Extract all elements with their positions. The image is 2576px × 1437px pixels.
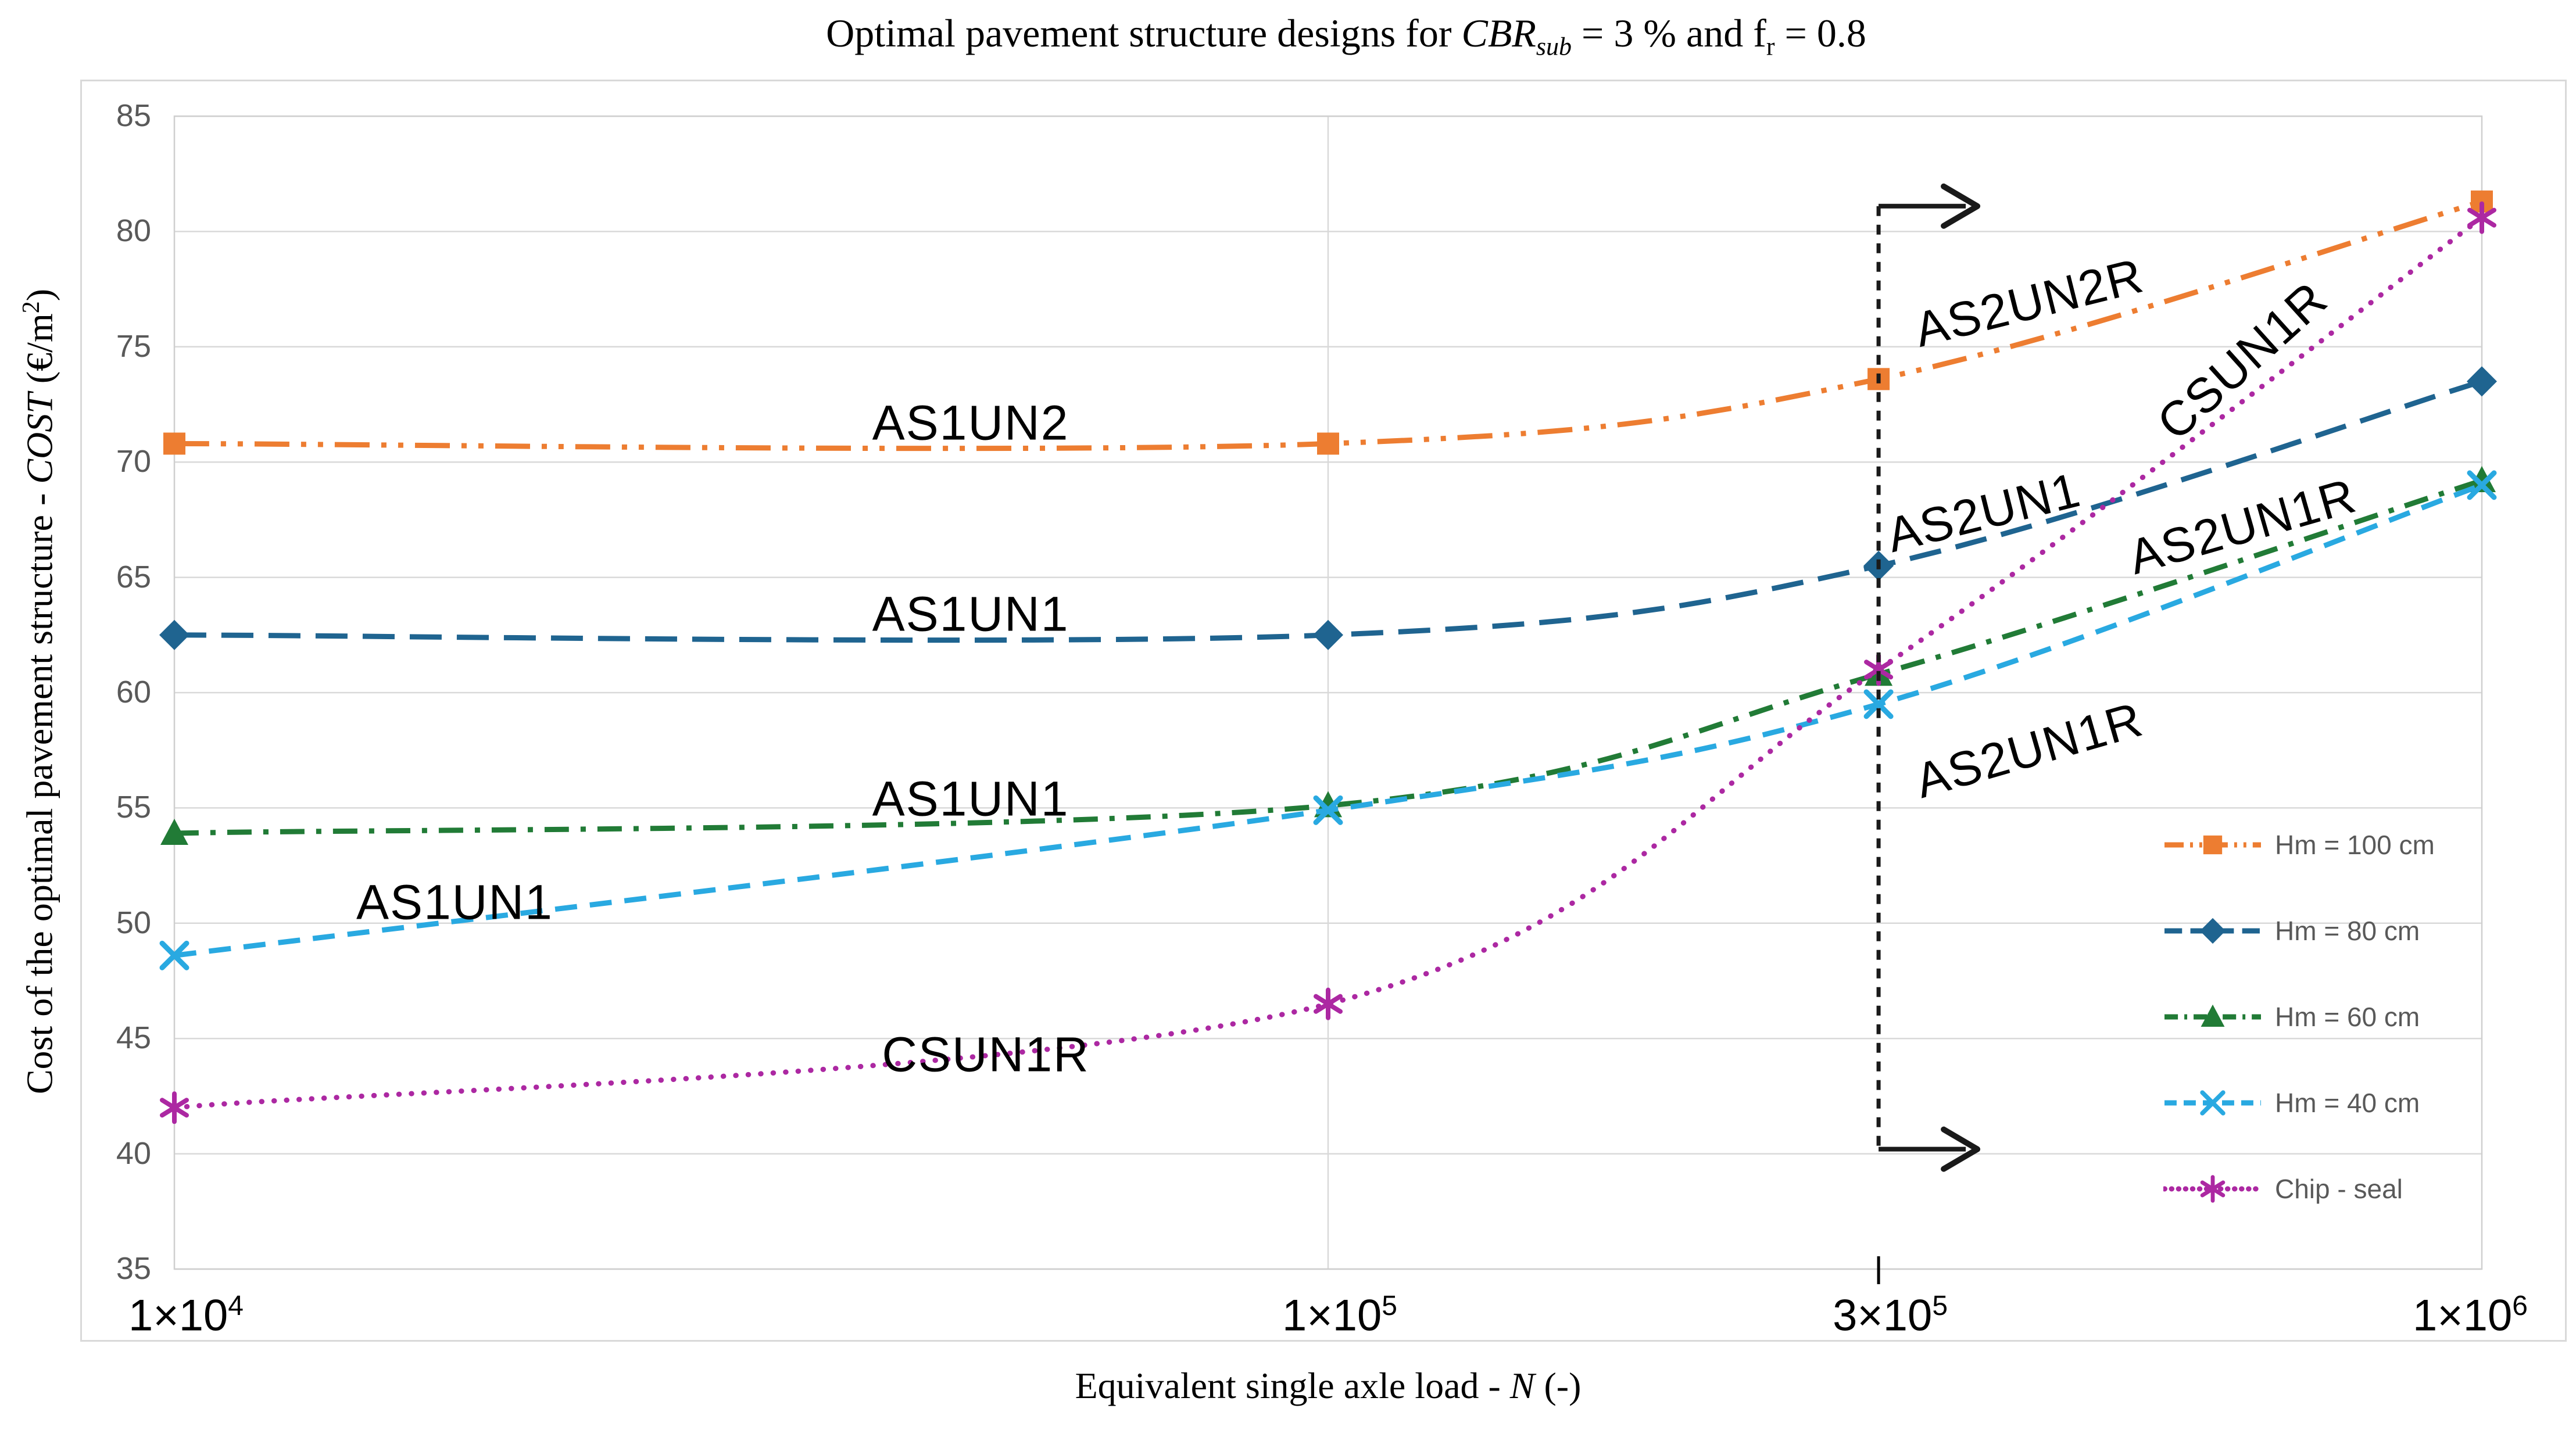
y-tick-60: 60 <box>116 675 151 709</box>
legend: Hm = 100 cm Hm = 80 cm Hm = 60 cm Hm = 40 c… <box>2163 802 2435 1232</box>
marker-xmark <box>159 940 189 970</box>
legend-swatch-square-icon <box>2164 835 2261 855</box>
x-title-n: N <box>1509 1365 1535 1406</box>
chart-title: Optimal pavement structure designs for C… <box>416 10 2276 62</box>
series-line-0 <box>174 199 2483 451</box>
marker-diamond <box>2467 366 2497 397</box>
title-mid: = 3 % and f <box>1572 11 1766 55</box>
legend-item-3[interactable]: Hm = 40 cm <box>2163 1060 2435 1146</box>
x-tick-10000: 1×104 <box>128 1290 244 1341</box>
y-title-cost: COST <box>19 393 60 484</box>
legend-swatch-diamond-icon <box>2164 918 2261 944</box>
legend-label: Hm = 80 cm <box>2275 916 2420 946</box>
y-tick-45: 45 <box>116 1020 151 1056</box>
series-line-2 <box>174 478 2483 836</box>
x-tick-mantissa: 1×10 <box>128 1291 228 1341</box>
legend-swatch-xmark-icon <box>2164 1090 2261 1116</box>
x-tick-100000: 1×105 <box>1282 1290 1397 1341</box>
marker-triangle <box>2201 1004 2225 1027</box>
x-tick-mantissa: 1×10 <box>2413 1291 2513 1341</box>
y-tick-35: 35 <box>116 1251 151 1286</box>
x-tick-mantissa: 1×10 <box>1282 1291 1382 1341</box>
marker-xmark <box>2200 1090 2226 1116</box>
marker-square <box>1317 432 1339 455</box>
data-label-as1un2-0: AS1UN2 <box>872 395 1069 450</box>
data-label-csun1r-4: CSUN1R <box>882 1027 1090 1082</box>
y-title-unit: (€/m <box>19 313 60 393</box>
x-tick-mantissa: 3×10 <box>1833 1291 1933 1341</box>
title-suffix: = 0.8 <box>1774 11 1866 55</box>
reference-line-3e5 <box>1876 183 1981 1172</box>
y-tick-75: 75 <box>116 328 151 364</box>
series-line-1 <box>174 379 2483 643</box>
x-tick-exponent: 6 <box>2512 1291 2528 1321</box>
marker-triangle <box>2468 465 2496 492</box>
title-cbr: CBR <box>1461 11 1536 55</box>
marker-asterisk <box>160 1091 189 1124</box>
legend-item-1[interactable]: Hm = 80 cm <box>2163 888 2435 974</box>
marker-xmark <box>1863 689 1894 719</box>
marker-xmark <box>2467 470 2497 500</box>
plot-border <box>173 115 2483 1270</box>
marker-square <box>163 432 185 455</box>
x-tick-1000000: 1×106 <box>2413 1290 2528 1341</box>
y-tick-85: 85 <box>116 98 151 133</box>
y-axis-title: Cost of the optimal pavement structure -… <box>17 20 66 1363</box>
title-cbr-sub: sub <box>1536 32 1572 61</box>
marker-square <box>2203 835 2223 855</box>
legend-label: Hm = 40 cm <box>2275 1088 2420 1118</box>
data-label-as1un1-1: AS1UN1 <box>872 586 1069 642</box>
title-text: Optimal pavement structure designs for <box>826 11 1462 55</box>
marker-xmark <box>1313 795 1343 825</box>
legend-item-2[interactable]: Hm = 60 cm <box>2163 974 2435 1060</box>
legend-label: Chip - seal <box>2275 1174 2403 1204</box>
title-f-sub: r <box>1766 32 1775 61</box>
x-tick-300000: 3×105 <box>1833 1290 1948 1341</box>
marker-diamond <box>1313 619 1343 650</box>
y-tick-65: 65 <box>116 559 151 594</box>
y-tick-70: 70 <box>116 444 151 479</box>
legend-item-0[interactable]: Hm = 100 cm <box>2163 802 2435 888</box>
series-line-4 <box>171 215 2485 1110</box>
marker-asterisk <box>1314 987 1343 1020</box>
x-tick-exponent: 4 <box>228 1291 244 1321</box>
marker-triangle <box>160 819 188 845</box>
legend-label: Hm = 100 cm <box>2275 830 2435 860</box>
y-tick-50: 50 <box>116 905 151 940</box>
marker-diamond <box>2199 918 2226 944</box>
legend-item-4[interactable]: Chip - seal <box>2163 1146 2435 1232</box>
legend-swatch-asterisk-icon <box>2163 1175 2262 1203</box>
y-title-unit-close: ) <box>19 288 60 302</box>
series-line-3 <box>174 482 2483 958</box>
x-axis-title: Equivalent single axle load - N (-) <box>747 1364 1909 1407</box>
legend-swatch-triangle-icon <box>2164 1004 2261 1027</box>
chart-panel <box>80 80 2567 1342</box>
data-label-as1un1-2: AS1UN1 <box>872 771 1069 826</box>
legend-label: Hm = 60 cm <box>2275 1002 2420 1032</box>
marker-asterisk <box>2467 201 2496 234</box>
y-title-text: Cost of the optimal pavement structure - <box>19 483 60 1095</box>
x-tick-exponent: 5 <box>1932 1291 1948 1321</box>
marker-asterisk <box>2200 1175 2226 1203</box>
y-tick-55: 55 <box>116 790 151 825</box>
x-title-suffix: (-) <box>1534 1365 1582 1406</box>
marker-diamond <box>159 619 189 650</box>
y-tick-40: 40 <box>116 1135 151 1171</box>
x-title-text: Equivalent single axle load - <box>1075 1365 1510 1406</box>
y-tick-80: 80 <box>116 213 151 249</box>
data-label-as1un1-3: AS1UN1 <box>356 875 553 930</box>
x-tick-exponent: 5 <box>1382 1291 1397 1321</box>
y-title-unit-sup: 2 <box>18 301 45 314</box>
